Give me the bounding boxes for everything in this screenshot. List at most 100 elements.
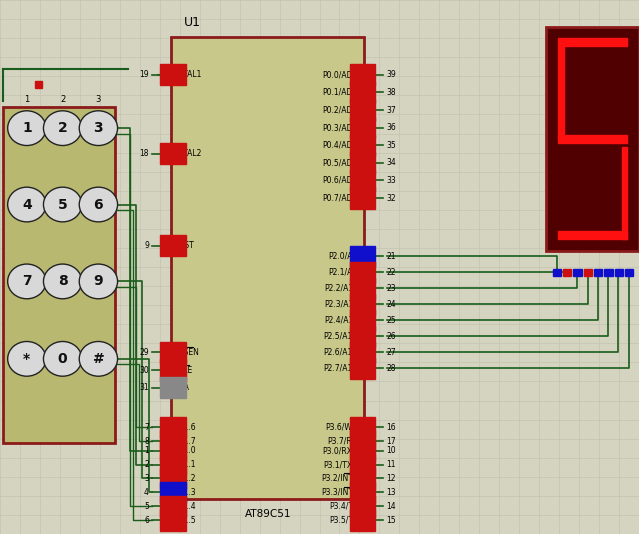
Ellipse shape xyxy=(43,187,82,222)
Ellipse shape xyxy=(8,111,46,146)
Text: 32: 32 xyxy=(387,194,396,202)
Text: 33: 33 xyxy=(387,176,396,185)
Bar xyxy=(350,170,375,191)
Text: XTAL1: XTAL1 xyxy=(179,70,203,79)
Text: 30: 30 xyxy=(139,366,149,374)
Text: P0.0/AD0: P0.0/AD0 xyxy=(323,70,358,79)
Text: P0.3/AD3: P0.3/AD3 xyxy=(323,123,358,132)
Bar xyxy=(350,454,375,475)
Text: 5: 5 xyxy=(58,198,68,211)
Text: P3.1/TXD: P3.1/TXD xyxy=(323,460,358,469)
Text: 7: 7 xyxy=(22,274,32,288)
Text: 31: 31 xyxy=(139,383,149,392)
Bar xyxy=(350,326,375,347)
Text: 6: 6 xyxy=(93,198,104,211)
Text: P0.6/AD6: P0.6/AD6 xyxy=(323,176,358,185)
Text: 5: 5 xyxy=(144,502,149,511)
Bar xyxy=(350,294,375,315)
Text: P2.2/A10: P2.2/A10 xyxy=(324,284,358,293)
Text: #: # xyxy=(93,352,104,366)
Text: 3: 3 xyxy=(144,474,149,483)
Bar xyxy=(558,231,627,239)
Text: 29: 29 xyxy=(139,348,149,357)
Text: P0.5/AD5: P0.5/AD5 xyxy=(323,159,358,167)
Text: P1.7: P1.7 xyxy=(179,437,196,445)
Bar xyxy=(350,342,375,363)
Text: 9: 9 xyxy=(144,241,149,250)
Bar xyxy=(160,359,186,381)
Bar xyxy=(350,482,375,503)
Bar xyxy=(350,117,375,138)
Text: 1: 1 xyxy=(24,96,29,104)
Text: P0.2/AD2: P0.2/AD2 xyxy=(323,106,358,114)
Text: 3: 3 xyxy=(93,121,104,135)
Text: 16: 16 xyxy=(387,423,396,431)
Text: 21: 21 xyxy=(387,252,396,261)
Text: 3: 3 xyxy=(96,96,101,104)
Text: P0.7/AD7: P0.7/AD7 xyxy=(323,194,358,202)
Text: P2.7/A15: P2.7/A15 xyxy=(324,364,358,373)
Text: 1: 1 xyxy=(144,446,149,455)
Text: P3.7/RD: P3.7/RD xyxy=(327,437,358,445)
Ellipse shape xyxy=(8,187,46,222)
Bar xyxy=(160,342,186,363)
Bar xyxy=(350,430,375,452)
Bar xyxy=(604,269,613,276)
Text: 4: 4 xyxy=(22,198,32,211)
Text: P3.4/T0: P3.4/T0 xyxy=(329,502,358,511)
Text: 19: 19 xyxy=(139,70,149,79)
Bar xyxy=(558,38,627,46)
Bar xyxy=(350,152,375,174)
Text: PSEN: PSEN xyxy=(179,348,199,357)
Text: P3.3/INT1: P3.3/INT1 xyxy=(321,488,358,497)
Bar xyxy=(350,440,375,461)
Bar xyxy=(350,278,375,299)
Text: 39: 39 xyxy=(387,70,396,79)
Text: P2.1/A9: P2.1/A9 xyxy=(328,268,358,277)
Text: 26: 26 xyxy=(387,332,396,341)
Text: 6: 6 xyxy=(144,516,149,524)
Bar xyxy=(594,269,603,276)
Text: 23: 23 xyxy=(387,284,396,293)
Text: RST: RST xyxy=(179,241,194,250)
Bar xyxy=(160,468,186,489)
Text: 8: 8 xyxy=(58,274,68,288)
Bar xyxy=(160,235,186,256)
Text: 38: 38 xyxy=(387,88,396,97)
Text: 14: 14 xyxy=(387,502,396,511)
Text: EA: EA xyxy=(179,383,189,392)
Bar xyxy=(558,46,564,139)
Text: U1: U1 xyxy=(184,17,201,29)
Text: P3.5/T1: P3.5/T1 xyxy=(329,516,358,524)
Bar xyxy=(350,187,375,209)
Bar xyxy=(160,143,186,164)
Bar xyxy=(615,269,623,276)
Text: 13: 13 xyxy=(387,488,396,497)
Bar xyxy=(3,107,115,443)
Ellipse shape xyxy=(79,342,118,376)
Text: 4: 4 xyxy=(144,488,149,497)
Ellipse shape xyxy=(79,264,118,299)
Text: P2.0/A8: P2.0/A8 xyxy=(328,252,358,261)
Text: P1.5: P1.5 xyxy=(179,516,196,524)
Bar xyxy=(583,269,592,276)
Ellipse shape xyxy=(79,111,118,146)
Bar xyxy=(160,440,186,461)
Text: P3.6/WR: P3.6/WR xyxy=(326,423,358,431)
Bar xyxy=(160,417,186,438)
Text: P1.3: P1.3 xyxy=(179,488,196,497)
Text: P1.1: P1.1 xyxy=(179,460,196,469)
Text: 28: 28 xyxy=(387,364,396,373)
Text: 12: 12 xyxy=(387,474,396,483)
Text: 2: 2 xyxy=(58,121,68,135)
Text: 10: 10 xyxy=(387,446,396,455)
Text: P2.4/A12: P2.4/A12 xyxy=(324,316,358,325)
Text: P3.0/RXD: P3.0/RXD xyxy=(322,446,358,455)
Text: 22: 22 xyxy=(387,268,396,277)
Text: P0.1/AD1: P0.1/AD1 xyxy=(323,88,358,97)
Text: 2: 2 xyxy=(144,460,149,469)
Bar xyxy=(350,135,375,156)
Text: 34: 34 xyxy=(387,159,396,167)
Text: 7: 7 xyxy=(144,423,149,431)
Bar xyxy=(160,454,186,475)
